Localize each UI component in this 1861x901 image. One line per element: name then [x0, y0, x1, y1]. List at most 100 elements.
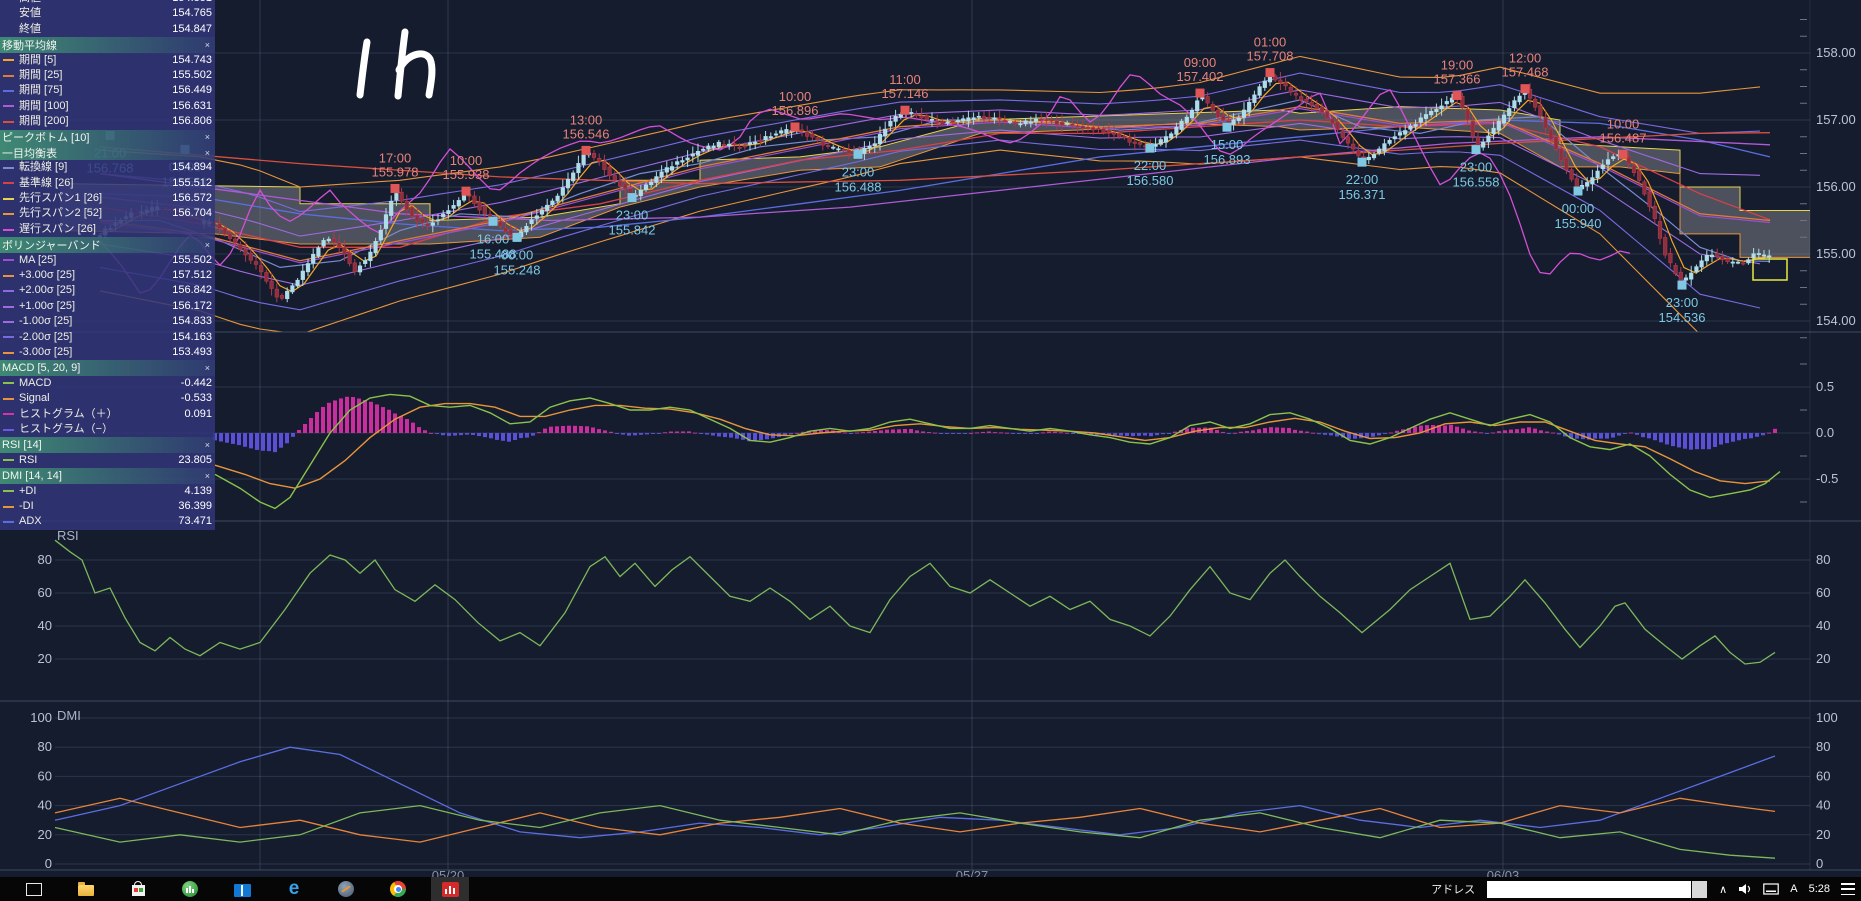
svg-text:154.00: 154.00 [1816, 313, 1856, 328]
notification-center-icon[interactable] [1841, 882, 1855, 896]
legend-close-icon[interactable]: × [204, 363, 210, 374]
legend-row-value: 154.163 [172, 330, 212, 343]
svg-text:23:00: 23:00 [1666, 295, 1699, 310]
svg-text:23:00: 23:00 [842, 164, 875, 179]
legend-row-value: 154.765 [172, 7, 212, 20]
svg-text:10:00: 10:00 [450, 153, 483, 168]
legend-close-icon[interactable]: × [204, 239, 210, 250]
legend-section-label: MACD [5, 20, 9] [2, 362, 81, 375]
series-color-dash [3, 166, 14, 169]
svg-text:155.978: 155.978 [372, 164, 419, 179]
bottom-marker [853, 149, 863, 159]
legend-row: MA [25] 155.502 [0, 253, 215, 268]
legend-row-value: 156.631 [172, 99, 212, 112]
bottom-marker [1677, 280, 1687, 290]
legend-close-icon[interactable]: × [204, 440, 210, 451]
svg-text:23:00: 23:00 [1460, 160, 1493, 175]
price-pane[interactable]: 21:00156.76809:00156.56117:00155.97810:0… [59, 35, 1810, 353]
legend-row-value: 156.449 [172, 84, 212, 97]
legend-section-header: RSI [14] × [0, 437, 215, 453]
address-go-button[interactable] [1692, 880, 1708, 898]
address-bar-input[interactable] [1487, 880, 1692, 898]
macd-pane[interactable] [213, 393, 1781, 510]
svg-text:100: 100 [30, 710, 52, 725]
peak-marker [1195, 88, 1205, 98]
legend-close-icon[interactable]: × [204, 132, 210, 143]
series-color-dash [3, 105, 14, 108]
active-trading-app-icon[interactable] [431, 877, 469, 901]
legend-row: ADX 73.471 [0, 514, 215, 529]
legend-close-icon[interactable]: × [204, 147, 210, 158]
legend-row-value: 154.743 [172, 53, 212, 66]
dmi-pane[interactable] [54, 746, 1776, 859]
legend-row-value: 36.399 [178, 499, 212, 512]
svg-text:20: 20 [1816, 827, 1830, 842]
tray-expand-icon[interactable]: ∧ [1719, 883, 1728, 896]
series-color-dash [3, 59, 14, 62]
svg-text:16:00: 16:00 [477, 231, 510, 246]
svg-text:23:00: 23:00 [616, 208, 649, 223]
peak-marker [1618, 149, 1628, 159]
taskbar: e アドレス ∧ A 5:28 [0, 877, 1861, 901]
svg-text:40: 40 [38, 798, 52, 813]
legend-row-value: -0.533 [180, 392, 212, 405]
legend-row: MACD -0.442 [0, 376, 215, 391]
store-icon[interactable] [129, 880, 147, 898]
legend-close-icon[interactable]: × [204, 39, 210, 50]
svg-text:157.146: 157.146 [882, 86, 929, 101]
series-color-dash [3, 490, 14, 493]
green-app-icon[interactable] [181, 880, 199, 898]
svg-text:155.938: 155.938 [443, 167, 490, 182]
legend-section-header: DMI [14, 14] × [0, 468, 215, 484]
legend-row-label: +3.00σ [25] [19, 269, 76, 282]
svg-text:155.842: 155.842 [609, 223, 656, 238]
legend-row: +1.00σ [25] 156.172 [0, 299, 215, 314]
legend-row-value: 156.172 [172, 299, 212, 312]
ime-indicator[interactable]: A [1790, 883, 1798, 895]
chrome-icon[interactable] [389, 880, 407, 898]
legend-row: 高値154.851 [0, 0, 215, 6]
address-bar-label: アドレス [1431, 884, 1476, 896]
svg-text:0: 0 [1816, 856, 1823, 871]
svg-text:05/27: 05/27 [956, 868, 989, 877]
series-color-dash [3, 290, 14, 293]
vertical-gridlines [259, 0, 1504, 870]
legend-row-value: 153.493 [172, 345, 212, 358]
legend-row-value: 154.851 [172, 0, 212, 6]
file-explorer-icon[interactable] [77, 880, 95, 898]
peak-marker [1265, 68, 1275, 78]
legend-close-icon[interactable]: × [204, 470, 210, 481]
legend-row-label: 高値 [19, 0, 172, 6]
touch-keyboard-icon[interactable] [1763, 883, 1780, 895]
taskbar-clock[interactable]: 5:28 [1808, 883, 1830, 895]
svg-text:154.536: 154.536 [1659, 310, 1706, 325]
series-color-dash [3, 428, 14, 431]
svg-text:40: 40 [1816, 798, 1830, 813]
series-color-dash [3, 74, 14, 77]
peak-marker [790, 122, 800, 132]
legend-row-label: MACD [19, 376, 52, 389]
legend-section-header: ピークボトム [10] × [0, 129, 215, 145]
legend-row-label: RSI [19, 453, 38, 466]
rsi-pane[interactable] [54, 539, 1776, 665]
selected-candle-box[interactable] [1752, 258, 1788, 281]
legend-row-label: MA [25] [19, 253, 57, 266]
svg-text:0: 0 [45, 856, 52, 871]
book-app-icon[interactable] [233, 880, 251, 898]
legend-row-value: 156.572 [172, 192, 212, 205]
legend-row: ヒストグラム（＋） 0.091 [0, 407, 215, 422]
task-view-icon[interactable] [25, 880, 43, 898]
svg-text:60: 60 [1816, 585, 1830, 600]
ichimoku-cloud [880, 109, 1300, 167]
paint3d-icon[interactable] [337, 880, 355, 898]
legend-row: +2.00σ [25] 156.842 [0, 283, 215, 298]
volume-icon[interactable] [1738, 883, 1752, 895]
legend-row: 期間 [75] 156.449 [0, 83, 215, 98]
legend-row: 期間 [5] 154.743 [0, 53, 215, 68]
bottom-marker [512, 232, 522, 242]
peak-marker [1452, 90, 1462, 100]
edge-icon[interactable]: e [288, 878, 300, 899]
